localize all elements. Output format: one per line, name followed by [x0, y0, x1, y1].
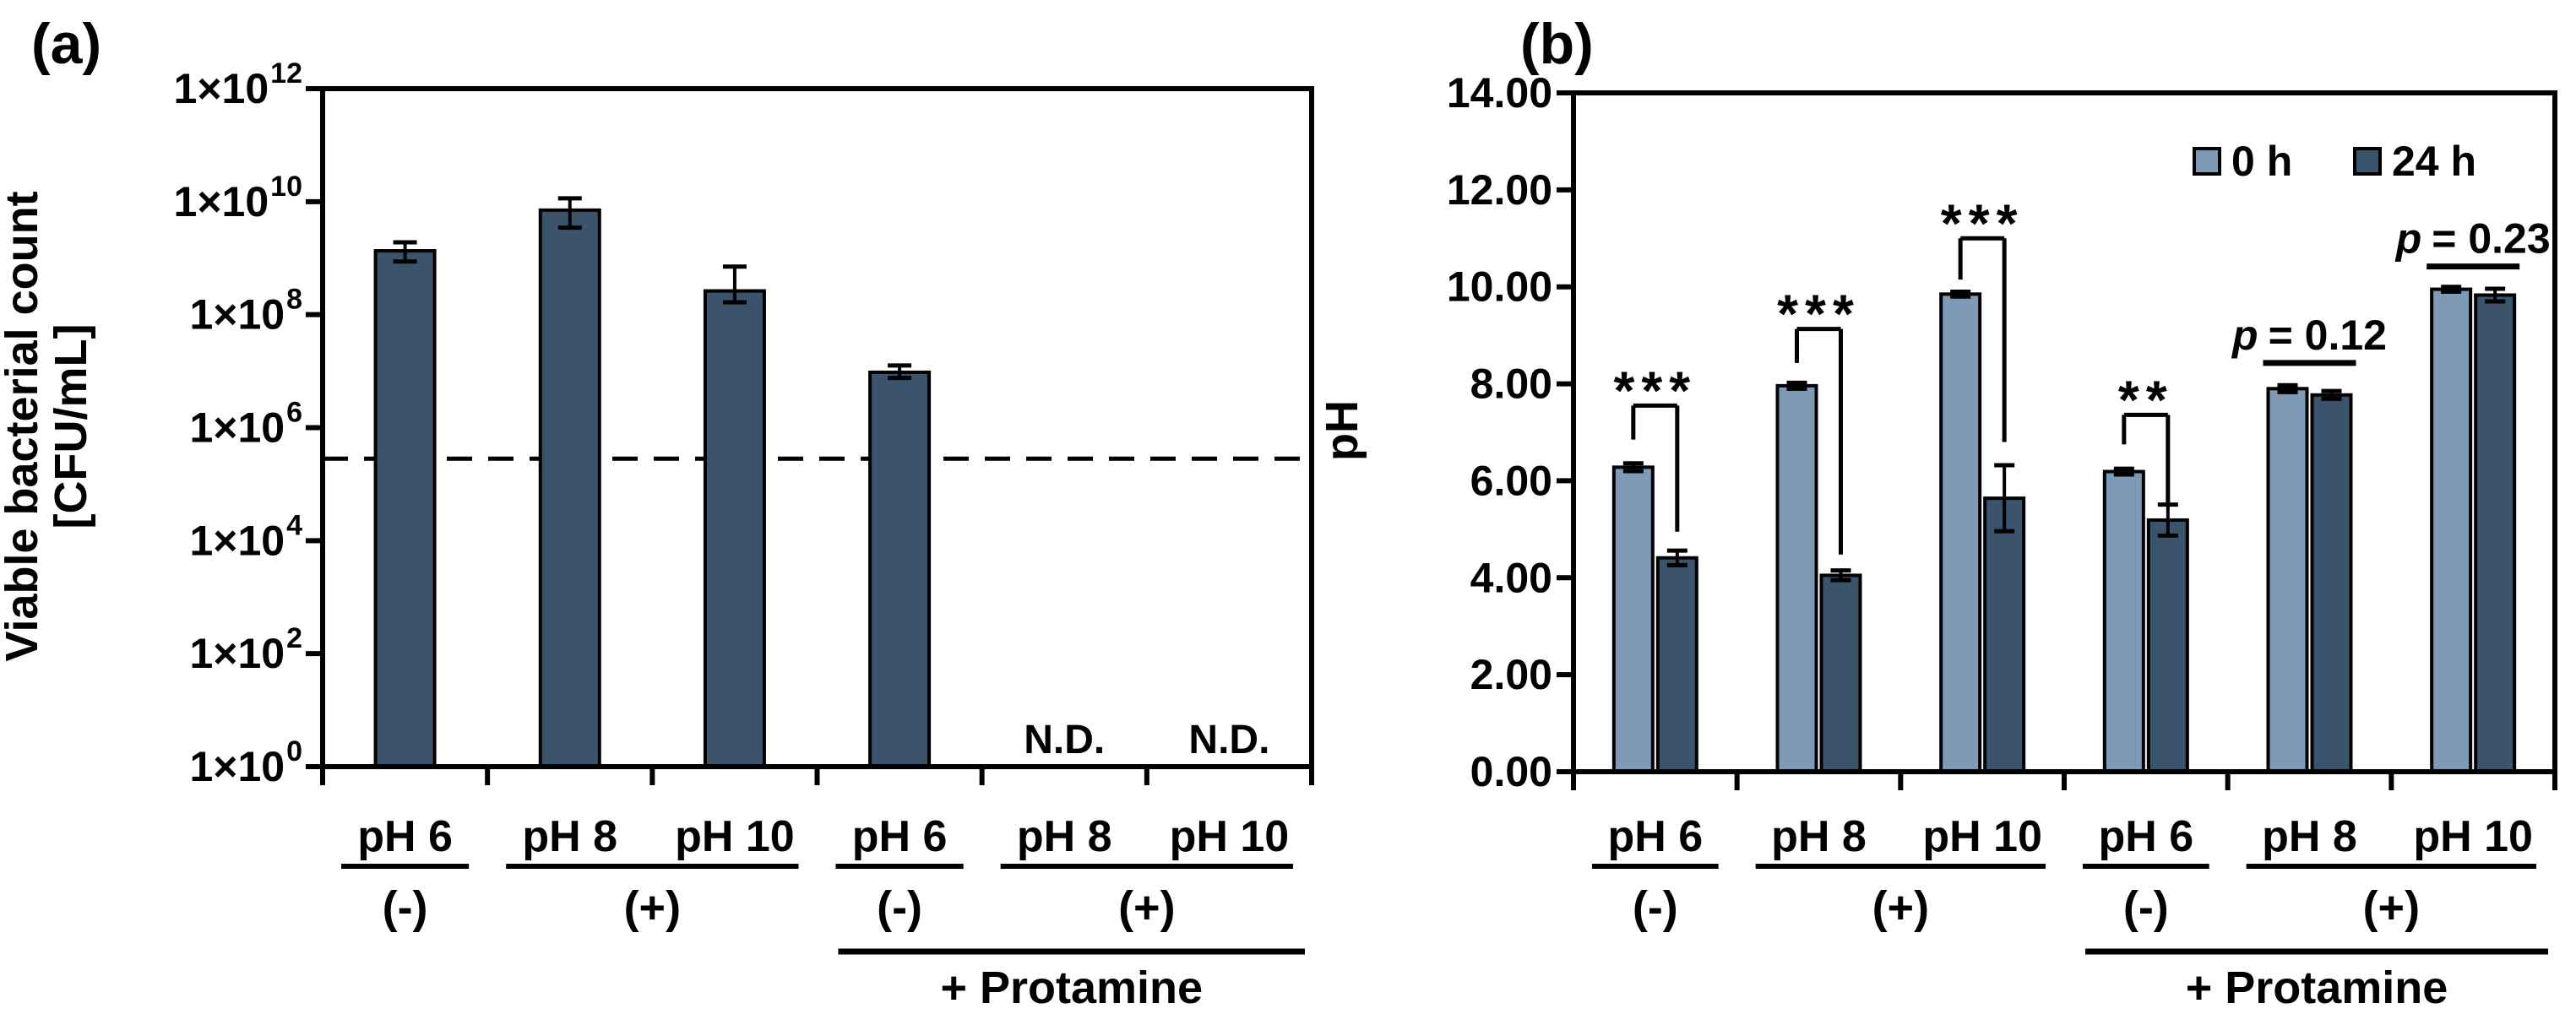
significance-stars: **: [2118, 369, 2174, 430]
y-tick-label: 12.00: [1447, 166, 1552, 214]
error-bar: [1830, 568, 1851, 583]
panel-b: (b)pH***********p = 0.12p = 0.230 h 24 h0.0…: [1317, 12, 2557, 1013]
x-category-label: pH 8: [522, 812, 617, 861]
significance-stars: ***: [1941, 193, 2024, 253]
bar-ph-24h: [1655, 556, 1698, 773]
legend-swatch-24h: [2353, 147, 2382, 176]
y-tick-label: 2.00: [1470, 651, 1552, 698]
bar-ph-0h: [2430, 287, 2473, 774]
bar-ph-0h: [1611, 465, 1655, 773]
x-category-label: pH 6: [357, 812, 453, 861]
y-tick-label: 1×102: [189, 622, 302, 677]
y-tick-label: 8.00: [1470, 361, 1552, 408]
error-bar: [1666, 548, 1687, 567]
x-category-label: pH 10: [675, 812, 795, 861]
group-condition-label: (+): [1118, 882, 1176, 933]
group-condition-label: (+): [2363, 882, 2421, 933]
legend-label-0h: 0 h: [2231, 138, 2292, 185]
x-category-label: pH 10: [2413, 812, 2533, 861]
error-bar: [2277, 382, 2298, 394]
y-tick-label: 10.00: [1447, 263, 1552, 311]
panel-b-y-axis-title: pH: [1317, 400, 1367, 461]
bar-ph-0h: [2102, 469, 2145, 773]
bar-ph-24h: [2310, 393, 2353, 773]
bar-viable-count: [538, 208, 601, 768]
legend-swatch-0h: [2193, 147, 2221, 176]
x-category-label: pH 8: [2262, 812, 2357, 861]
x-category-label: pH 6: [852, 812, 948, 861]
y-tick-label: 0.00: [1470, 748, 1552, 795]
significance-bracket: [1958, 236, 2007, 442]
y-tick-label: 14.00: [1447, 69, 1552, 117]
x-category-label: pH 8: [1771, 812, 1867, 861]
panel-b-plot-frame: [1571, 90, 2557, 774]
not-detected-label: N.D.: [1024, 718, 1105, 762]
bar-ph-0h: [2266, 387, 2309, 773]
panel-a-plot-frame: [320, 86, 1314, 769]
x-category-label: pH 6: [1607, 812, 1703, 861]
significance-bracket: [1795, 327, 1843, 555]
error-bar: [2113, 466, 2134, 477]
panel-b-label: (b): [1520, 12, 1594, 76]
group-condition-label: (-): [1633, 882, 1678, 933]
error-bar: [2157, 502, 2178, 538]
y-tick-label: 1×100: [189, 735, 302, 790]
significance-bracket: [1631, 403, 1680, 532]
y-tick-label: 1×1010: [174, 171, 302, 225]
x-category-label: pH 10: [1922, 812, 2042, 861]
bar-ph-24h: [2474, 293, 2517, 773]
group-condition-label: (-): [383, 882, 428, 933]
bar-viable-count: [373, 249, 437, 768]
bar-ph-0h: [1939, 292, 1982, 774]
bar-ph-24h: [1819, 573, 1862, 774]
p-value-label: p = 0.12: [2231, 312, 2387, 359]
error-bar: [393, 240, 417, 264]
error-bar: [722, 264, 747, 305]
significance-stars: ***: [1613, 360, 1697, 420]
error-bar: [1786, 380, 1807, 391]
x-category-label: pH 8: [1017, 812, 1112, 861]
panel-a: (a) Viable bacterial count[CFU/mL] N.D. N.D…: [0, 12, 1314, 1013]
y-tick-label: 1×104: [189, 509, 302, 564]
legend-label-24h: 24 h: [2392, 138, 2476, 185]
not-detected-label: N.D.: [1188, 718, 1269, 762]
protamine-label: + Protamine: [940, 963, 1203, 1013]
y-tick-label: 1×106: [189, 397, 302, 452]
error-bar: [1622, 461, 1644, 474]
y-tick-label: 4.00: [1470, 554, 1552, 601]
group-condition-label: (+): [1872, 882, 1930, 933]
protamine-label: + Protamine: [2186, 963, 2448, 1013]
significance-stars: ***: [1777, 284, 1861, 344]
y-tick-label: 1×1012: [174, 57, 302, 112]
significance-bracket: [2122, 412, 2171, 503]
x-category-label: pH 6: [2098, 812, 2193, 861]
group-condition-label: (-): [2123, 882, 2169, 933]
p-value-label: p = 0.23: [2394, 215, 2551, 263]
y-tick-label: 1×108: [189, 284, 302, 339]
bar-viable-count: [703, 289, 766, 769]
error-bar: [2321, 388, 2342, 401]
error-bar: [2485, 286, 2506, 304]
panel-a-y-axis-title-line1: Viable bacterial count: [0, 191, 47, 661]
x-category-label: pH 10: [1170, 812, 1290, 861]
panel-a-label: (a): [31, 12, 101, 76]
bar-ph-24h: [1983, 496, 2026, 773]
legend: 0 h 24 h: [2193, 138, 2476, 185]
panel-a-y-axis-title-line2: [CFU/mL]: [46, 324, 96, 529]
group-condition-label: (-): [877, 882, 922, 933]
y-tick-label: 6.00: [1470, 457, 1552, 504]
error-bar: [2441, 285, 2462, 294]
error-bar: [557, 196, 582, 230]
bar-ph-24h: [2146, 518, 2189, 774]
error-bar: [888, 363, 912, 381]
error-bar: [1950, 289, 1971, 299]
bar-ph-0h: [1775, 383, 1818, 773]
error-bar: [1994, 463, 2015, 534]
bar-viable-count: [868, 370, 932, 768]
group-condition-label: (+): [624, 882, 682, 933]
